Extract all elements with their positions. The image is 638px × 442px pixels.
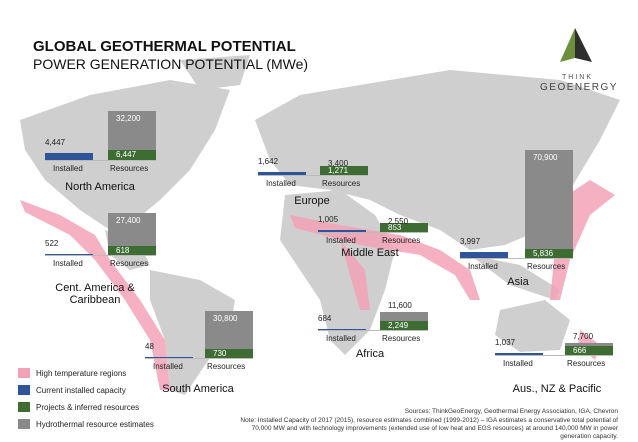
installed-label: Installed [468, 262, 498, 271]
hydrothermal-value: 7,700 [573, 332, 594, 342]
hydrothermal-value: 2,550 [388, 217, 409, 227]
projects-value: 666 [573, 346, 587, 355]
subtitle: POWER GENERATION POTENTIAL (MWe) [33, 56, 309, 72]
axis-line [495, 355, 613, 356]
region-name: Asia [507, 276, 529, 288]
hydrothermal-value: 30,800 [213, 314, 238, 324]
projects-bar [320, 166, 368, 175]
installed-value: 684 [318, 313, 332, 323]
resources-label: Resources [110, 259, 149, 268]
legend-label: High temperature regions [36, 369, 127, 378]
hydrothermal-value: 27,400 [116, 216, 141, 226]
projects-value: 1,271 [328, 166, 349, 175]
legend-swatch [18, 368, 30, 378]
axis-line [318, 232, 428, 233]
axis-line [45, 160, 156, 161]
resources-label: Resources [567, 359, 606, 368]
logo-line1: THINK [562, 74, 593, 81]
installed-bar [45, 153, 93, 160]
projects-value: 618 [116, 246, 130, 255]
projects-bar [108, 246, 156, 255]
projects-bar [525, 249, 573, 258]
region-name: Europe [294, 195, 330, 207]
installed-value: 1,005 [318, 215, 339, 225]
resources-label: Resources [382, 236, 421, 245]
projects-bar [205, 349, 253, 358]
installed-label: Installed [153, 362, 183, 371]
title: GLOBAL GEOTHERMAL POTENTIAL [33, 38, 296, 55]
axis-line [318, 330, 428, 331]
installed-bar [460, 251, 508, 258]
projects-value: 5,836 [533, 249, 554, 258]
installed-bar [45, 253, 93, 255]
resources-label: Resources [322, 179, 361, 188]
installed-value: 3,997 [460, 236, 481, 246]
legend-label: Hydrothermal resource estimates [36, 420, 154, 429]
axis-line [45, 255, 156, 256]
region-name: South America [162, 383, 234, 395]
projects-bar [380, 223, 428, 232]
region-name: Middle East [341, 247, 399, 259]
axis-line [460, 258, 573, 259]
installed-label: Installed [53, 259, 83, 268]
axis-line [145, 358, 253, 359]
legend-label: Current installed capacity [36, 386, 126, 395]
logo-line2: GEOENERGY [540, 82, 618, 93]
axis-line [258, 175, 368, 176]
projects-value: 853 [388, 223, 402, 232]
installed-label: Installed [53, 164, 83, 173]
installed-value: 522 [45, 238, 59, 248]
installed-bar [318, 328, 366, 330]
hydrothermal-value: 11,600 [388, 301, 412, 311]
installed-value: 1,037 [495, 338, 516, 348]
installed-label: Installed [326, 236, 356, 245]
installed-bar [145, 356, 193, 358]
installed-bar [318, 230, 366, 232]
region-name: Aus., NZ & Pacific [512, 383, 602, 395]
installed-value: 4,447 [45, 138, 66, 148]
projects-bar [565, 346, 613, 355]
installed-bar [495, 353, 543, 355]
hydrothermal-value: 32,200 [116, 113, 141, 123]
installed-label: Installed [503, 359, 533, 368]
projects-bar [380, 321, 428, 330]
legend-swatch [18, 402, 30, 412]
projects-bar [108, 150, 156, 160]
logo-mark [560, 28, 592, 62]
resources-label: Resources [110, 164, 149, 173]
installed-label: Installed [326, 334, 356, 343]
hydrothermal-bar [525, 150, 573, 258]
note: Note: Installed Capacity of 2017 (2015),… [240, 417, 618, 440]
region-name: Africa [355, 348, 385, 360]
resources-label: Resources [527, 262, 566, 271]
resources-label: Resources [382, 334, 421, 343]
projects-value: 6,447 [116, 150, 137, 160]
legend-label: Projects & inferred resources [36, 403, 140, 412]
hydrothermal-value: 3,400 [328, 158, 349, 168]
installed-value: 48 [145, 341, 154, 351]
legend-swatch [18, 419, 30, 429]
region-name: North America [65, 181, 135, 193]
installed-label: Installed [266, 179, 296, 188]
resources-label: Resources [207, 362, 246, 371]
sources: Sources: ThinkGeoEnergy, Geothermal Ener… [404, 408, 618, 415]
hydrothermal-value: 70,900 [533, 153, 558, 162]
region-name: Cent. America & Caribbean [55, 282, 135, 306]
projects-value: 2,249 [388, 321, 409, 330]
projects-value: 730 [213, 349, 227, 358]
installed-bar [258, 172, 306, 175]
legend-swatch [18, 385, 30, 395]
installed-value: 1,642 [258, 157, 279, 167]
